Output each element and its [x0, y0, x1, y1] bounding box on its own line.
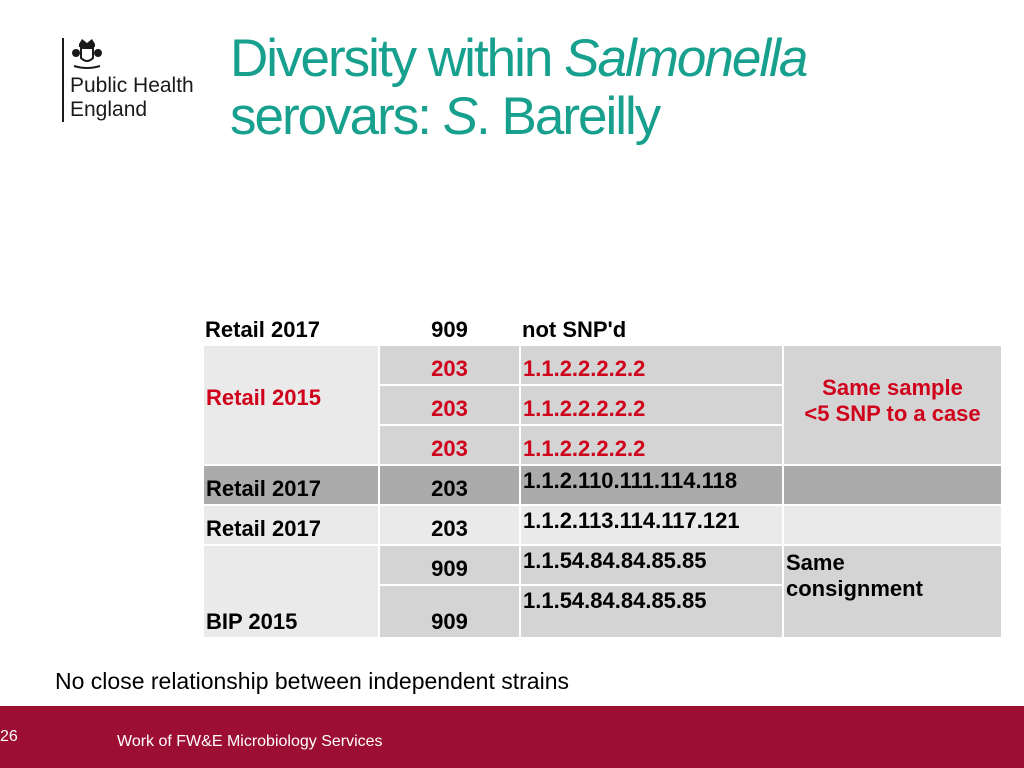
- snp-cell: 1.1.2.113.114.117.121: [520, 505, 783, 545]
- same-sample-line-1: Same sample: [822, 375, 963, 400]
- phe-logo: Public Health England: [56, 36, 216, 126]
- consignment-line-2: consignment: [786, 576, 923, 601]
- relationship-cell: [783, 505, 1002, 545]
- slide-title: Diversity within Salmonella serovars: S.…: [230, 30, 990, 146]
- title-part-2: serovars:: [230, 87, 443, 146]
- header-mlst: MLST: [419, 276, 480, 301]
- mlst-cell: 203: [379, 385, 520, 425]
- title-italic-1: Salmonella: [564, 29, 808, 88]
- title-part-1: Diversity within: [230, 29, 565, 88]
- snp-cell: not SNP'd: [522, 317, 627, 342]
- country-cell: India: [30, 307, 82, 331]
- relationship-cell: [783, 302, 1002, 345]
- relationship-same-sample: Same sample <5 SNP to a case: [783, 345, 1002, 465]
- same-sample-line-2: <5 SNP to a case: [804, 401, 981, 426]
- snp-cell: 1.1.2.110.111.114.118: [520, 465, 783, 505]
- country-cell: Bangladesh: [30, 470, 154, 494]
- mlst-cell: 203: [379, 465, 520, 505]
- header-snp: SNP: [522, 276, 568, 301]
- title-part-3: . Bareilly: [476, 87, 661, 146]
- consignment-line-1: Same: [786, 550, 845, 575]
- mlst-cell: 203: [379, 505, 520, 545]
- mlst-cell: 909: [431, 317, 468, 342]
- setting-cell: Retail 2017: [205, 317, 320, 342]
- mlst-cell: 909: [379, 585, 520, 638]
- header-relationship: Relationship: [785, 276, 918, 301]
- snp-cell: 1.1.54.84.84.85.85: [520, 585, 783, 638]
- setting-cell: BIP 2015: [203, 545, 379, 638]
- mlst-cell: 203: [379, 425, 520, 465]
- country-cell: Bangladesh: [30, 510, 154, 534]
- country-cell: Not Stated: [30, 611, 143, 635]
- snp-cell: 1.1.2.2.2.2.2: [520, 345, 783, 385]
- logo-wordmark: Public Health England: [70, 74, 194, 122]
- relationship-consignment: Same consignment: [783, 545, 1002, 638]
- header-setting: Setting: [205, 276, 280, 301]
- page-number: 26: [0, 728, 18, 745]
- header-country: Country: [42, 221, 127, 246]
- mlst-cell: 909: [379, 545, 520, 585]
- snp-cell: 1.1.54.84.84.85.85: [520, 545, 783, 585]
- setting-cell: Retail 2015: [203, 345, 379, 465]
- logo-line-1: Public Health: [70, 74, 194, 97]
- title-italic-2: S: [442, 87, 478, 146]
- royal-crest-icon: [72, 39, 102, 69]
- relationship-cell: [783, 465, 1002, 505]
- snp-cell: 1.1.2.2.2.2.2: [520, 385, 783, 425]
- country-cell: Not stated: [30, 382, 140, 406]
- footer-bar: 26 Work of FW&E Microbiology Services: [0, 706, 1024, 768]
- setting-cell: Retail 2017: [203, 505, 379, 545]
- snp-cell: 1.1.2.2.2.2.2: [520, 425, 783, 465]
- setting-cell: Retail 2017: [203, 465, 379, 505]
- summary-note: No close relationship between independen…: [55, 668, 569, 694]
- logo-divider: [62, 38, 64, 122]
- logo-line-2: England: [70, 98, 148, 121]
- footer-credit: Work of FW&E Microbiology Services: [117, 733, 383, 750]
- mlst-cell: 203: [379, 345, 520, 385]
